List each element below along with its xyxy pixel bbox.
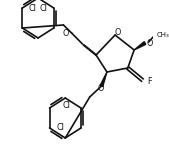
Polygon shape	[134, 42, 146, 50]
Text: F: F	[147, 76, 151, 86]
Polygon shape	[100, 72, 107, 87]
Text: O: O	[63, 29, 69, 37]
Text: Cl: Cl	[40, 4, 47, 12]
Text: Cl: Cl	[57, 122, 65, 132]
Text: O: O	[115, 27, 121, 36]
Text: O: O	[147, 39, 153, 47]
Text: Cl: Cl	[62, 101, 70, 111]
Text: O: O	[97, 83, 104, 92]
Text: Cl: Cl	[29, 4, 37, 12]
Text: CH₃: CH₃	[157, 32, 169, 38]
